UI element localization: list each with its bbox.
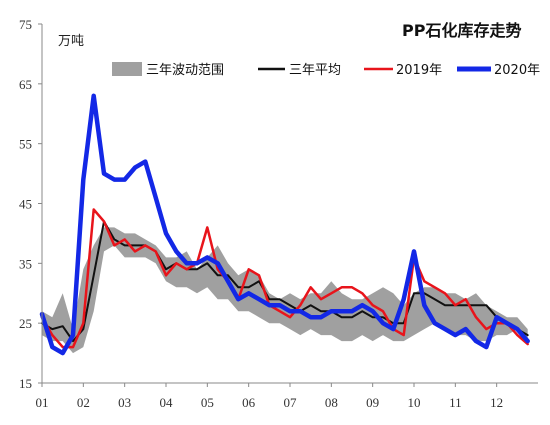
unit-label: 万吨: [58, 34, 84, 49]
y-tick-label: 35: [19, 256, 32, 271]
y-tick-label: 75: [19, 17, 32, 32]
y-tick-label: 55: [19, 137, 32, 152]
legend-2019-label: 2019年: [396, 63, 442, 78]
plot-area: [39, 93, 530, 356]
y-axis-ticks: 15 25 35 45 55 65 75: [19, 17, 42, 391]
series-line-2: [39, 93, 530, 356]
x-axis-ticks: 01 02 03 04 05 06 07 08 09 10 11 12: [36, 383, 503, 410]
x-tick-label: 09: [366, 395, 379, 410]
x-tick-label: 12: [490, 395, 503, 410]
y-tick-label: 45: [19, 197, 32, 212]
legend-band-label: 三年波动范围: [146, 63, 224, 78]
y-tick-label: 25: [19, 316, 32, 331]
series-line-1: [40, 208, 529, 349]
x-tick-label: 05: [201, 395, 214, 410]
x-tick-label: 08: [325, 395, 338, 410]
legend-band-swatch: [112, 62, 142, 76]
x-tick-label: 03: [118, 395, 131, 410]
axes: [41, 24, 538, 384]
series-line-0: [41, 220, 529, 343]
legend: 三年波动范围 三年平均 2019年 2020年: [112, 62, 540, 78]
legend-2020-label: 2020年: [494, 63, 540, 78]
y-tick-label: 15: [19, 376, 32, 391]
x-tick-label: 10: [408, 395, 421, 410]
x-tick-label: 04: [160, 395, 174, 410]
x-tick-label: 11: [449, 395, 462, 410]
x-tick-label: 02: [77, 395, 90, 410]
x-tick-label: 01: [36, 395, 49, 410]
legend-avg-label: 三年平均: [289, 63, 341, 78]
x-tick-label: 07: [284, 395, 298, 410]
x-tick-label: 06: [242, 395, 256, 410]
chart-title: PP石化库存走势: [402, 21, 521, 40]
y-tick-label: 65: [19, 77, 32, 92]
